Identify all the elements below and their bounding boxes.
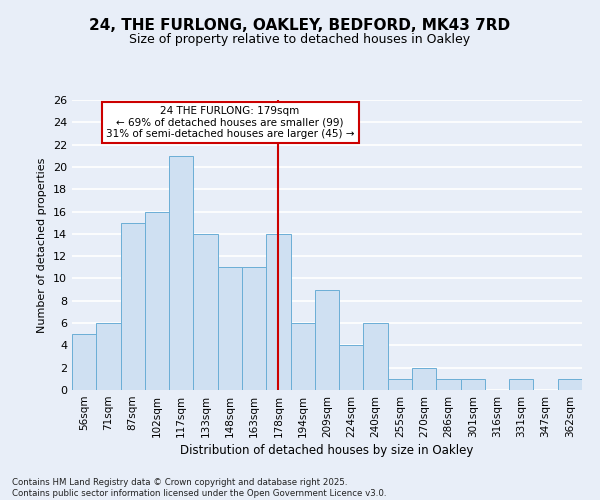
Text: Contains HM Land Registry data © Crown copyright and database right 2025.
Contai: Contains HM Land Registry data © Crown c… xyxy=(12,478,386,498)
Text: 24 THE FURLONG: 179sqm
← 69% of detached houses are smaller (99)
31% of semi-det: 24 THE FURLONG: 179sqm ← 69% of detached… xyxy=(106,106,355,139)
Bar xyxy=(509,379,533,390)
Bar xyxy=(72,334,96,390)
Bar xyxy=(461,379,485,390)
Bar xyxy=(388,379,412,390)
Bar xyxy=(96,323,121,390)
Text: 24, THE FURLONG, OAKLEY, BEDFORD, MK43 7RD: 24, THE FURLONG, OAKLEY, BEDFORD, MK43 7… xyxy=(89,18,511,32)
X-axis label: Distribution of detached houses by size in Oakley: Distribution of detached houses by size … xyxy=(181,444,473,457)
Bar xyxy=(412,368,436,390)
Bar xyxy=(364,323,388,390)
Bar xyxy=(558,379,582,390)
Bar xyxy=(290,323,315,390)
Text: Size of property relative to detached houses in Oakley: Size of property relative to detached ho… xyxy=(130,32,470,46)
Bar xyxy=(315,290,339,390)
Bar xyxy=(242,268,266,390)
Bar xyxy=(436,379,461,390)
Bar xyxy=(169,156,193,390)
Bar xyxy=(121,222,145,390)
Bar xyxy=(266,234,290,390)
Y-axis label: Number of detached properties: Number of detached properties xyxy=(37,158,47,332)
Bar xyxy=(193,234,218,390)
Bar xyxy=(145,212,169,390)
Bar xyxy=(218,268,242,390)
Bar xyxy=(339,346,364,390)
